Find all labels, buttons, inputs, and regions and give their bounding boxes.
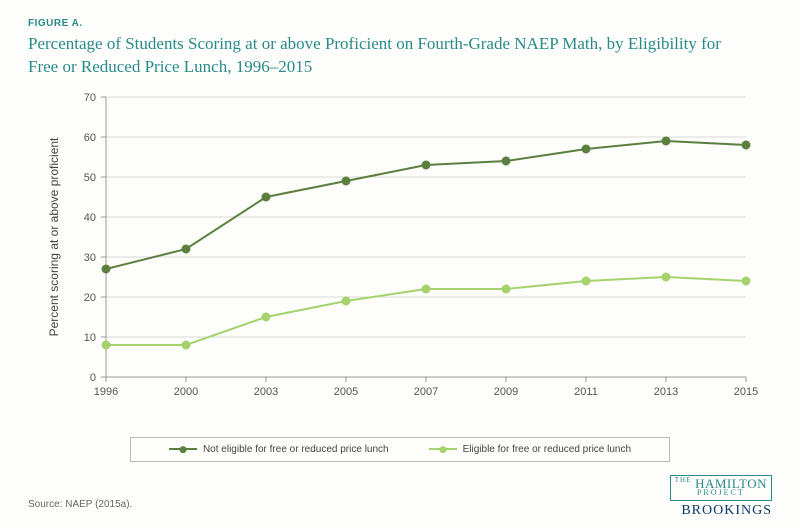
- legend-label: Eligible for free or reduced price lunch: [463, 444, 631, 455]
- logos: THE HAMILTON PROJECT BROOKINGS: [670, 475, 772, 518]
- svg-text:50: 50: [84, 172, 96, 184]
- legend-item: Not eligible for free or reduced price l…: [169, 444, 389, 455]
- svg-text:1996: 1996: [94, 386, 118, 398]
- legend-swatch-icon: [429, 448, 457, 450]
- chart-title: Percentage of Students Scoring at or abo…: [28, 33, 748, 79]
- svg-text:2007: 2007: [414, 386, 438, 398]
- legend-swatch-icon: [169, 448, 197, 450]
- logo-text: THE: [675, 476, 692, 484]
- svg-text:2015: 2015: [734, 386, 758, 398]
- svg-text:2011: 2011: [574, 386, 598, 398]
- legend-item: Eligible for free or reduced price lunch: [429, 444, 631, 455]
- svg-text:2009: 2009: [494, 386, 518, 398]
- svg-text:0: 0: [90, 372, 96, 384]
- svg-text:40: 40: [84, 212, 96, 224]
- svg-text:70: 70: [84, 92, 96, 104]
- line-chart: 0 10 20 30 40 50 60 70 1996 2000 2003 2005 2007 2009 2…: [28, 87, 772, 427]
- source-text: Source: NAEP (2015a).: [28, 499, 132, 510]
- brookings-logo: BROOKINGS: [670, 503, 772, 518]
- svg-text:20: 20: [84, 292, 96, 304]
- hamilton-project-logo: THE HAMILTON PROJECT: [670, 475, 772, 501]
- svg-text:2005: 2005: [334, 386, 358, 398]
- svg-text:2013: 2013: [654, 386, 678, 398]
- svg-text:10: 10: [84, 332, 96, 344]
- svg-text:Percent scoring at or above pr: Percent scoring at or above proficient: [47, 137, 61, 336]
- legend: Not eligible for free or reduced price l…: [130, 437, 670, 462]
- legend-label: Not eligible for free or reduced price l…: [203, 444, 389, 455]
- svg-text:60: 60: [84, 132, 96, 144]
- figure-label: FIGURE A.: [28, 18, 772, 29]
- svg-text:2000: 2000: [174, 386, 198, 398]
- chart-container: 0 10 20 30 40 50 60 70 1996 2000 2003 2005 2007 2009 2…: [28, 87, 772, 427]
- svg-text:30: 30: [84, 252, 96, 264]
- svg-text:2003: 2003: [254, 386, 278, 398]
